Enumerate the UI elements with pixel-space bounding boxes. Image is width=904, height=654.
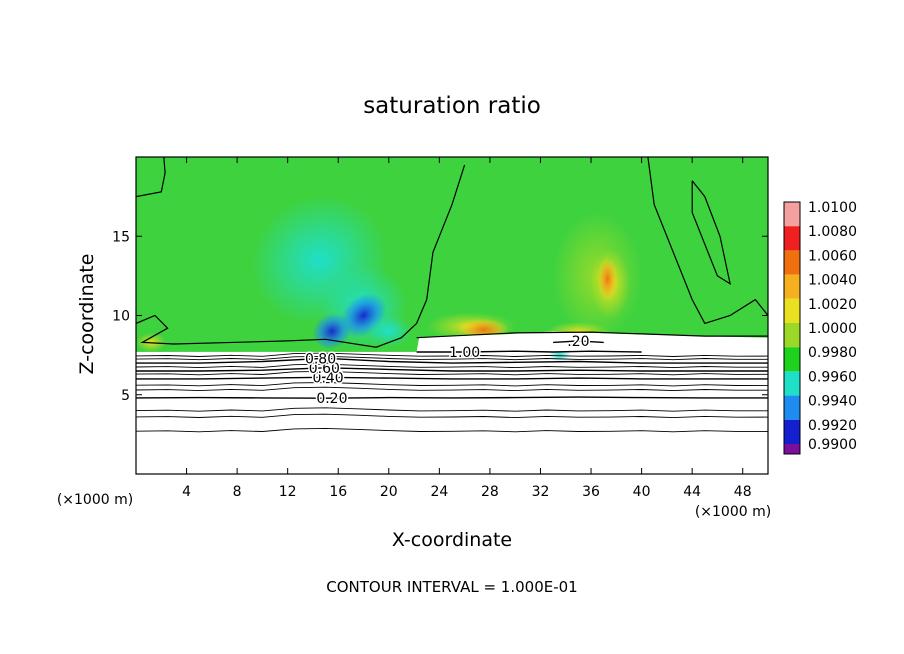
x-tick-label: 48	[734, 484, 752, 500]
contour-line-unlabeled-2	[136, 407, 768, 412]
colorbar-swatch	[784, 371, 800, 396]
x-unit-label-right: (×1000 m)	[695, 504, 771, 520]
contour-line-0-40	[136, 376, 768, 380]
x-tick-label: 20	[380, 484, 398, 500]
x-tick-label: 4	[182, 484, 191, 500]
contour-line-1-00-outer	[136, 164, 466, 348]
contour-line--20	[553, 340, 604, 344]
colorbar-label: 1.0040	[808, 273, 857, 289]
colorbar-label: 1.0020	[808, 297, 857, 313]
x-axis: 4 8 12 16 20 24 28 32 36 40 44 48	[182, 157, 752, 500]
contour-label-1-00: 1.00	[449, 345, 480, 361]
contour-line-0-60	[136, 367, 768, 372]
x-tick-label: 40	[633, 484, 651, 500]
contour-label-0-80: 0.80	[305, 351, 336, 367]
field-anomaly-4	[366, 315, 412, 348]
field-subsaturated	[136, 351, 768, 474]
colorbar-swatch	[784, 347, 800, 372]
colorbar-swatch	[784, 202, 800, 227]
contour-line-1-00-corner	[136, 157, 166, 198]
colorbar-frame	[783, 201, 801, 455]
contour-line-unlabeled-8	[136, 352, 768, 357]
colorbar-label: 1.0060	[808, 248, 857, 264]
colorbar-label: 1.0000	[808, 321, 857, 337]
colorbar-label: 0.9940	[808, 394, 857, 410]
x-tick-label: 44	[683, 484, 701, 500]
colorbar-swatch	[784, 298, 800, 323]
x-tick-label: 8	[233, 484, 242, 500]
colorbar-swatch	[784, 395, 800, 420]
contour-line-unlabeled-5	[136, 370, 768, 376]
heatmap-field	[136, 157, 768, 474]
chart-title: saturation ratio	[363, 93, 541, 119]
contour-label-0-60: 0.60	[309, 361, 340, 377]
colorbar-label: 0.9960	[808, 369, 857, 385]
contour-label-0-40: 0.40	[313, 370, 344, 386]
contour-line-deck-top	[416, 331, 768, 339]
colorbar-swatch	[784, 274, 800, 299]
contour-line-unlabeled-3	[136, 386, 768, 392]
colorbar-swatch	[784, 444, 800, 454]
field-anomaly-7	[597, 256, 618, 302]
y-tick-label: 15	[112, 229, 130, 245]
y-tick-label: 5	[121, 388, 130, 404]
contour-line-unlabeled-7	[136, 355, 768, 361]
x-tick-label: 36	[582, 484, 600, 500]
contour-line-unlabeled-4	[136, 382, 768, 387]
colorbar: 1.0100 1.0080 1.0060 1.0040 1.0020 1.0000 0.99…	[783, 200, 857, 455]
x-tick-label: 12	[279, 484, 297, 500]
contour-line-unlabeled-0	[136, 427, 768, 433]
colorbar-swatch	[784, 323, 800, 348]
x-tick-label: 16	[329, 484, 347, 500]
contour-label-0-20: 0.20	[316, 391, 347, 407]
contour-line-1-00	[416, 350, 642, 353]
x-tick-label: 28	[481, 484, 499, 500]
contour-interval-note: CONTOUR INTERVAL = 1.000E-01	[326, 578, 577, 596]
x-tick-label: 24	[430, 484, 448, 500]
colorbar-label: 1.0080	[808, 224, 857, 240]
x-unit-label-left: (×1000 m)	[57, 492, 133, 508]
colorbar-swatch	[784, 226, 800, 251]
contour-label--20: .20	[567, 334, 589, 350]
contour-line-unlabeled-1	[136, 413, 768, 419]
contour-line-0-80	[136, 357, 768, 364]
x-tick-label: 32	[532, 484, 550, 500]
colorbar-label: 0.9980	[808, 345, 857, 361]
colorbar-swatch	[784, 250, 800, 275]
y-axis-title: Z-coordinate	[76, 254, 98, 375]
y-tick-label: 10	[112, 309, 130, 325]
y-axis: 5 10 15	[112, 229, 768, 404]
colorbar-swatch	[784, 419, 800, 444]
x-axis-title: X-coordinate	[392, 529, 512, 551]
contour-line-1-00-right	[647, 157, 768, 325]
contour-lines: 0.20 0.400.600.80 1.00 .20	[136, 157, 768, 433]
contour-line-0-20	[136, 396, 768, 399]
colorbar-label: 0.9920	[808, 418, 857, 434]
contour-line-unlabeled-6	[136, 363, 768, 369]
colorbar-label: 1.0100	[808, 200, 857, 216]
colorbar-label: 0.9900	[808, 437, 857, 453]
contour-line-1-00-island	[691, 180, 731, 286]
